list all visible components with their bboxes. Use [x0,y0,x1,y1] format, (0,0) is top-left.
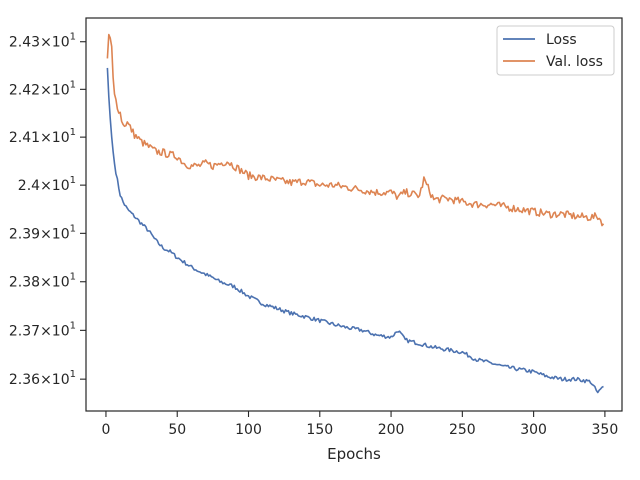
y-tick-base: 10 [52,226,70,242]
y-tick-label: 2.37×101 [9,320,76,339]
y-tick-base: 10 [52,130,70,146]
y-tick-times: × [40,82,52,98]
legend-label: Val. loss [546,54,603,70]
x-axis: 0 50 100 150 200 250 300 350 [101,411,618,438]
y-tick-base: 10 [52,35,70,51]
y-tick-exponent: 1 [70,272,76,283]
x-tick-label: 300 [520,422,547,438]
y-tick-mantissa: 2.38 [9,275,40,291]
y-tick-base: 10 [52,372,70,388]
y-tick-label: 2.43×101 [9,32,76,51]
plot-frame [85,17,623,412]
plot-area [86,18,622,411]
legend: Loss Val. loss [496,25,615,76]
y-tick-exponent: 1 [70,320,76,331]
y-tick-label: 2.38×101 [9,272,76,291]
x-tick-label: 50 [168,422,186,438]
y-tick-label: 2.42×101 [9,79,76,98]
y-tick-mantissa: 2.41 [9,130,40,146]
y-tick-mantissa: 2.37 [9,323,40,339]
y-tick-label: 2.36×101 [9,369,76,388]
y-tick-times: × [40,130,52,146]
y-tick-exponent: 1 [70,223,76,234]
series-line-loss [106,67,604,394]
y-tick-label: 2.41×101 [9,127,76,146]
y-tick-label: 2.4×101 [18,175,76,194]
series-line-val-loss [106,33,605,227]
y-tick-mantissa: 2.4 [18,178,40,194]
y-tick-times: × [40,323,52,339]
y-tick-base: 10 [52,323,70,339]
y-tick-times: × [40,178,52,194]
x-tick-label: 250 [449,422,476,438]
y-tick-exponent: 1 [70,79,76,90]
y-tick-times: × [40,372,52,388]
y-tick-exponent: 1 [70,32,76,43]
y-tick-exponent: 1 [70,175,76,186]
x-tick-label: 150 [306,422,333,438]
y-axis: 2.36×1012.37×1012.38×1012.39×1012.4×1012… [9,32,86,388]
y-tick-times: × [40,275,52,291]
y-tick-exponent: 1 [70,127,76,138]
series-layer [106,33,605,394]
y-tick-times: × [40,226,52,242]
x-tick-label: 0 [101,422,110,438]
x-tick-label: 200 [378,422,405,438]
y-tick-base: 10 [52,178,70,194]
y-tick-times: × [40,35,52,51]
x-tick-label: 100 [235,422,262,438]
x-tick-label: 350 [592,422,619,438]
y-tick-mantissa: 2.42 [9,82,40,98]
x-axis-label: Epochs [327,445,381,463]
y-tick-exponent: 1 [70,369,76,380]
legend-label: Loss [546,32,577,48]
y-tick-mantissa: 2.43 [9,35,40,51]
y-tick-base: 10 [52,82,70,98]
y-tick-mantissa: 2.39 [9,226,40,242]
y-tick-label: 2.39×101 [9,223,76,242]
y-tick-mantissa: 2.36 [9,372,40,388]
y-tick-base: 10 [52,275,70,291]
